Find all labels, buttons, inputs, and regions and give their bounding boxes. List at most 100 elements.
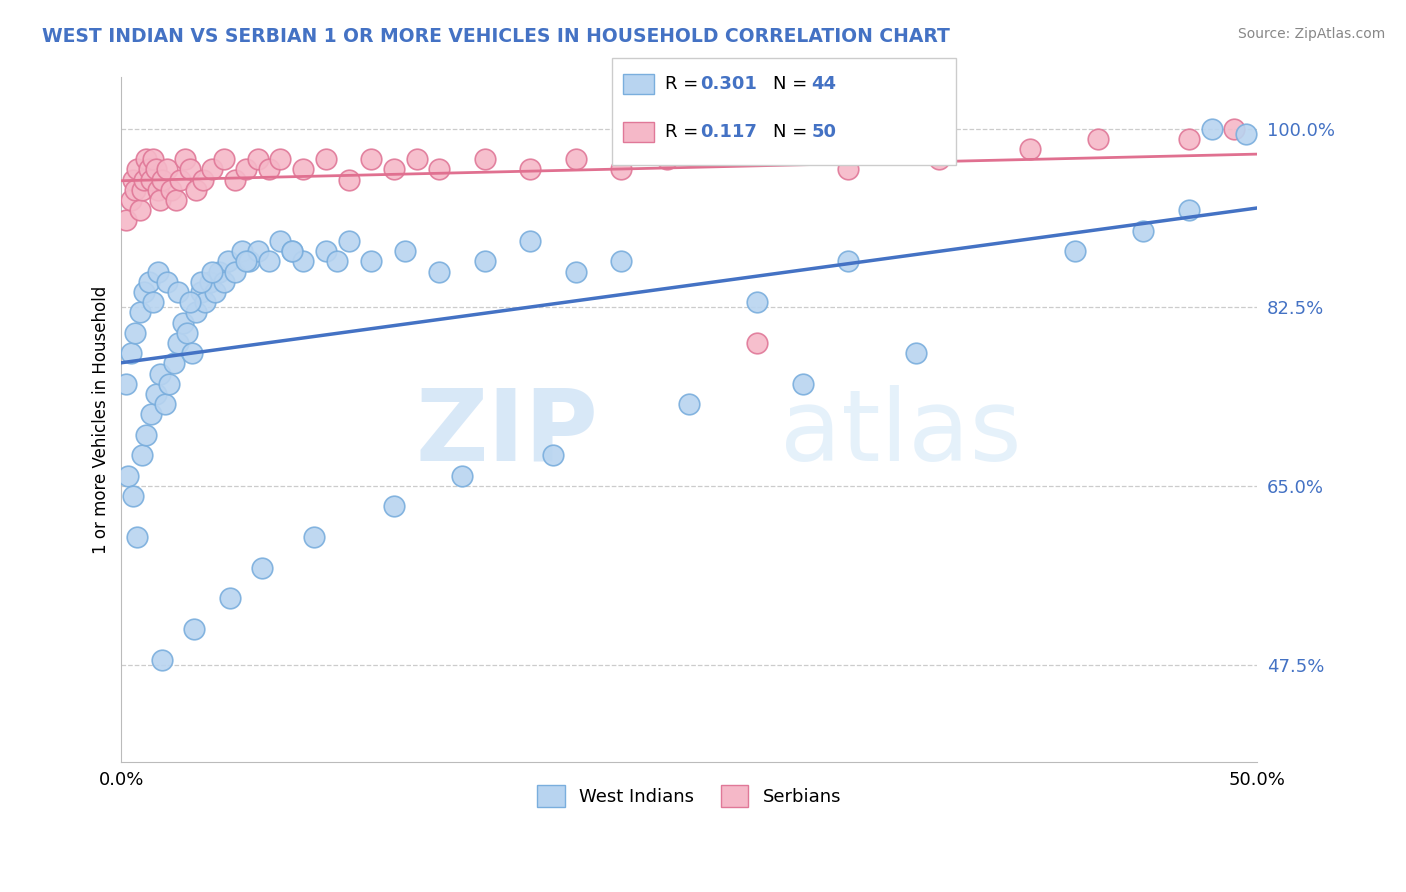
Point — [149, 193, 172, 207]
Point — [519, 234, 541, 248]
Point — [128, 203, 150, 218]
Point — [1178, 132, 1201, 146]
Point — [146, 183, 169, 197]
Point — [150, 652, 173, 666]
Point — [156, 275, 179, 289]
Point — [201, 162, 224, 177]
Point — [337, 172, 360, 186]
Point — [655, 152, 678, 166]
Text: atlas: atlas — [780, 384, 1022, 482]
Point — [747, 295, 769, 310]
Point — [117, 468, 139, 483]
Point — [246, 152, 269, 166]
Point — [564, 152, 586, 166]
Point — [928, 152, 950, 166]
Point — [224, 172, 246, 186]
Point — [610, 254, 633, 268]
Point — [145, 162, 167, 177]
Point — [139, 172, 162, 186]
Point — [115, 213, 138, 227]
Point — [678, 397, 700, 411]
Point — [474, 152, 496, 166]
Point — [235, 254, 257, 268]
Point — [157, 376, 180, 391]
Point — [405, 152, 427, 166]
Point — [429, 162, 451, 177]
Point — [149, 367, 172, 381]
Point — [174, 152, 197, 166]
Point — [134, 285, 156, 299]
Text: ZIP: ZIP — [416, 384, 599, 482]
Point — [747, 336, 769, 351]
Point — [337, 234, 360, 248]
Point — [134, 172, 156, 186]
Point — [163, 356, 186, 370]
Point — [792, 376, 814, 391]
Point — [224, 264, 246, 278]
Point — [198, 275, 221, 289]
Text: N =: N = — [773, 75, 813, 93]
Point — [190, 285, 212, 299]
Point — [519, 162, 541, 177]
Point — [451, 468, 474, 483]
Point — [1132, 224, 1154, 238]
Point — [146, 264, 169, 278]
Point — [269, 152, 291, 166]
Point — [127, 530, 149, 544]
Point — [1064, 244, 1087, 258]
Point — [138, 162, 160, 177]
Point — [1019, 142, 1042, 156]
Text: Source: ZipAtlas.com: Source: ZipAtlas.com — [1237, 27, 1385, 41]
Point — [238, 254, 260, 268]
Point — [219, 591, 242, 606]
Point — [382, 162, 405, 177]
Point — [382, 500, 405, 514]
Point — [190, 275, 212, 289]
Point — [905, 346, 928, 360]
Point — [212, 275, 235, 289]
Point — [167, 336, 190, 351]
Point — [124, 183, 146, 197]
Point — [120, 193, 142, 207]
Point — [201, 264, 224, 278]
Point — [131, 448, 153, 462]
Point — [131, 183, 153, 197]
Point — [281, 244, 304, 258]
Point — [115, 376, 138, 391]
Point — [167, 285, 190, 299]
Point — [135, 152, 157, 166]
Point — [156, 162, 179, 177]
Legend: West Indians, Serbians: West Indians, Serbians — [530, 778, 848, 814]
Point — [183, 622, 205, 636]
Point — [176, 326, 198, 340]
Point — [160, 183, 183, 197]
Point — [139, 408, 162, 422]
Point — [124, 326, 146, 340]
Point — [120, 346, 142, 360]
Point — [135, 428, 157, 442]
Point — [837, 162, 859, 177]
Point — [235, 162, 257, 177]
Point — [121, 172, 143, 186]
Point — [541, 448, 564, 462]
Point — [360, 152, 382, 166]
Point — [186, 305, 208, 319]
Text: 44: 44 — [811, 75, 837, 93]
Point — [212, 152, 235, 166]
Point — [172, 316, 194, 330]
Point — [194, 295, 217, 310]
Point — [142, 152, 165, 166]
Point — [208, 264, 231, 278]
Point — [145, 387, 167, 401]
Point — [186, 183, 208, 197]
Point — [1201, 121, 1223, 136]
Point — [138, 275, 160, 289]
Point — [360, 254, 382, 268]
Point — [304, 530, 326, 544]
Point — [837, 254, 859, 268]
Point — [292, 162, 315, 177]
Point — [394, 244, 416, 258]
Point — [564, 264, 586, 278]
Text: 50: 50 — [811, 123, 837, 141]
Point — [121, 489, 143, 503]
